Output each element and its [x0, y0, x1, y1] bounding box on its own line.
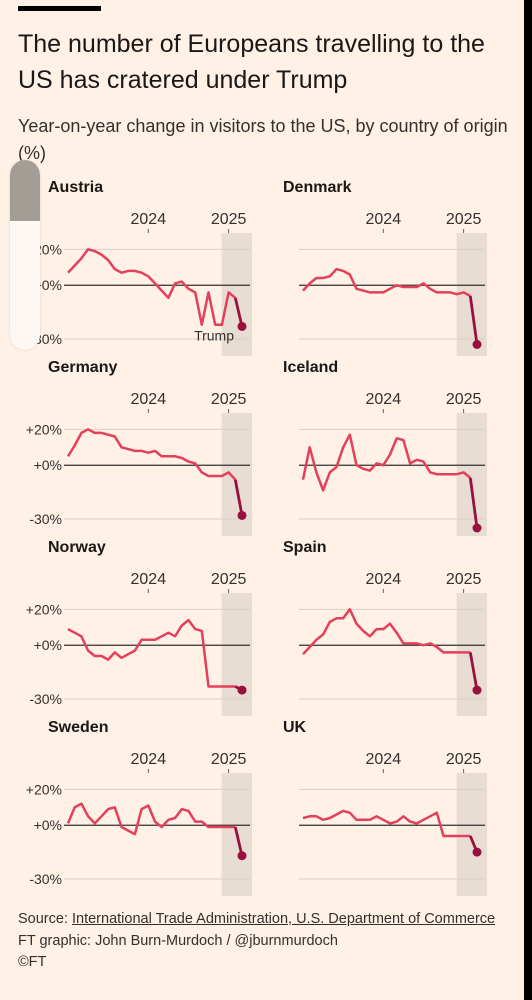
screen-edge: [524, 0, 532, 1000]
x-tick-label: 2024: [366, 391, 402, 408]
x-tick-label: 2025: [446, 211, 482, 228]
end-point: [472, 847, 482, 857]
end-point: [472, 523, 482, 533]
shaded-period: [456, 233, 487, 356]
series-line: [66, 428, 237, 481]
facet-sweden: Sweden +20% +0% -30% 2024 2025: [0, 719, 252, 896]
source-line: Source: International Trade Administrati…: [18, 909, 518, 931]
shaded-period: [456, 413, 487, 536]
series-line: [302, 809, 471, 838]
y-tick-label: +0%: [34, 457, 62, 473]
last-segment: [468, 652, 479, 691]
x-tick-label: 2024: [131, 751, 167, 768]
source-prefix: Source:: [18, 911, 72, 927]
end-point: [472, 339, 482, 349]
scrollbar-thumb[interactable]: [10, 160, 40, 221]
x-tick-label: 2025: [446, 571, 482, 588]
series-line: [66, 802, 236, 836]
last-segment: [468, 477, 479, 529]
facet-title: UK: [283, 719, 307, 736]
trump-annotation: Trump: [194, 327, 234, 343]
y-tick-label: +20%: [26, 781, 62, 797]
x-tick-label: 2024: [131, 571, 167, 588]
chart-title: The number of Europeans travelling to th…: [18, 30, 485, 94]
last-segment: [233, 479, 244, 516]
shaded-period: [221, 593, 252, 716]
end-point: [237, 510, 247, 520]
chart-subtitle: Year-on-year change in visitors to the U…: [18, 116, 508, 163]
end-point: [237, 321, 247, 331]
y-tick-label: +0%: [34, 637, 62, 653]
facet-title: Sweden: [48, 719, 109, 736]
shaded-period: [456, 773, 487, 896]
x-tick-label: 2024: [366, 211, 402, 228]
end-point: [472, 685, 482, 695]
y-tick-label: -30%: [29, 511, 62, 527]
last-segment: [468, 295, 479, 345]
y-tick-label: -30%: [29, 871, 62, 887]
facet-plot: +20% +0% -30% 2024 2025: [26, 571, 252, 716]
series-line: [302, 267, 471, 298]
end-point: [237, 851, 247, 861]
facet-title: Denmark: [283, 179, 352, 196]
last-segment: [233, 297, 244, 327]
series-line: [301, 433, 472, 492]
copyright: ©FT: [18, 954, 47, 970]
facet-title: Spain: [283, 539, 327, 556]
series-line: [67, 618, 236, 688]
x-tick-label: 2024: [131, 211, 167, 228]
x-tick-label: 2025: [446, 751, 482, 768]
x-tick-label: 2025: [446, 391, 482, 408]
facet-title: Norway: [48, 539, 106, 556]
facet-germany: Germany +20% +0% -30% 2024 2025: [0, 359, 252, 536]
y-tick-label: +20%: [26, 601, 62, 617]
series-line: [67, 248, 237, 326]
x-tick-label: 2025: [211, 571, 247, 588]
scrollbar-track[interactable]: [10, 160, 40, 350]
x-tick-label: 2024: [131, 391, 167, 408]
graphic-credit: FT graphic: John Burn-Murdoch / @jburnmu…: [18, 932, 338, 949]
facet-title: Iceland: [283, 359, 339, 376]
facet-title: Austria: [48, 179, 104, 196]
end-point: [237, 685, 247, 695]
x-tick-label: 2025: [211, 391, 247, 408]
facet-austria: Austria +20% +0% -30% 2024 2025 Trump: [0, 179, 252, 356]
x-tick-label: 2024: [366, 571, 402, 588]
source-link[interactable]: International Trade Administration, U.S.…: [72, 911, 496, 927]
source-block: Source: International Trade Administrati…: [18, 909, 518, 974]
facet-plot: +20% +0% -30% 2024 2025: [26, 751, 252, 896]
last-segment: [233, 826, 244, 857]
y-tick-label: +20%: [26, 421, 62, 437]
y-tick-label: -30%: [29, 691, 62, 707]
top-rule: [18, 6, 101, 11]
x-tick-label: 2025: [211, 751, 247, 768]
series-line: [302, 608, 471, 656]
facet-plot: +20% +0% -30% 2024 2025: [26, 391, 252, 536]
x-tick-label: 2024: [366, 751, 402, 768]
x-tick-label: 2025: [211, 211, 247, 228]
y-tick-label: +0%: [34, 817, 62, 833]
facet-title: Germany: [48, 359, 118, 376]
y-tick-label: +0%: [34, 277, 62, 293]
shaded-period: [221, 233, 252, 356]
facet-norway: Norway +20% +0% -30% 2024 2025: [0, 539, 252, 716]
